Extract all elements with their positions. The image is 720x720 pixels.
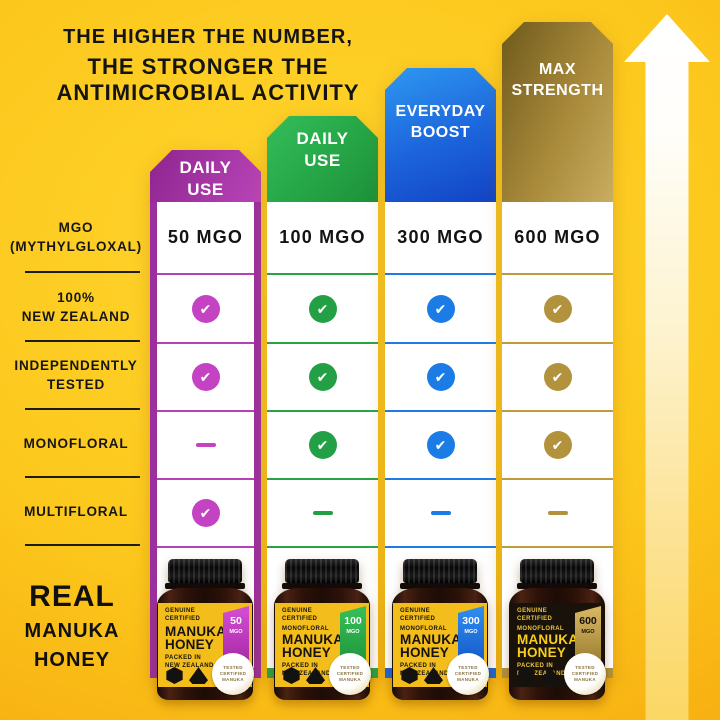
check-icon: [191, 363, 220, 391]
product-bottle-300mgo: GENUINE CERTIFIED MONOFLORAL MANUKA HONEY …: [390, 555, 490, 707]
hexagon-logo-icon: [401, 667, 418, 684]
bottle-jar: GENUINE CERTIFIED MONOFLORAL MANUKA HONEY …: [392, 588, 489, 700]
bottle-label: GENUINE CERTIFIED MONOFLORAL MANUKA HONEY …: [393, 603, 489, 695]
column-header: DAILY USE: [150, 150, 261, 202]
dash-icon: [312, 511, 333, 515]
bottle-cap: [168, 559, 242, 583]
feature-cell: [502, 410, 613, 478]
fern-logo-icon: [424, 667, 443, 684]
mgo-value: 50 MGO: [167, 227, 244, 247]
divider: [25, 544, 140, 546]
headline-line-1: THE HIGHER THE NUMBER,: [63, 26, 353, 48]
bottle-cap-lip: [165, 583, 245, 589]
check-icon: [191, 499, 220, 527]
feature-cell: [502, 342, 613, 410]
bottle-jar: GENUINE CERTIFIED MANUKA HONEY PACKED IN NE…: [157, 588, 254, 700]
check-icon: [426, 363, 455, 391]
up-arrow-icon: [624, 14, 710, 720]
certified-seal: TESTED CERTIFIED MANUKA: [212, 653, 254, 695]
product-bottle-100mgo: GENUINE CERTIFIED MONOFLORAL MANUKA HONEY …: [272, 555, 372, 707]
bottle-slot: [502, 546, 613, 668]
check-icon: [543, 363, 572, 391]
headline-line-2: THE STRONGER THE: [87, 54, 329, 79]
feature-cell: [502, 478, 613, 546]
feature-cell: [385, 410, 496, 478]
hexagon-logo-icon: [166, 667, 183, 684]
feature-cell: [385, 478, 496, 546]
bottle-label: GENUINE CERTIFIED MONOFLORAL MANUKA HONEY …: [275, 603, 371, 695]
brand-logos: [282, 667, 325, 684]
brand-logos: [517, 667, 560, 684]
row-label-mgo: MGO (MYTHYLGLOXAL): [8, 202, 144, 273]
check-icon: [308, 431, 337, 459]
mgo-value: 300 MGO: [397, 227, 484, 247]
brand-logos: [165, 667, 208, 684]
check-icon: [426, 431, 455, 459]
check-icon: [191, 294, 220, 323]
bottle-cap: [403, 559, 477, 583]
product-bottle-50mgo: GENUINE CERTIFIED MANUKA HONEY PACKED IN NE…: [155, 555, 255, 707]
mgo-value: 600 MGO: [514, 227, 601, 247]
hexagon-logo-icon: [518, 667, 535, 684]
divider: [25, 271, 140, 273]
feature-cell: [385, 342, 496, 410]
row-label-new-zealand: 100% NEW ZEALAND: [8, 273, 144, 342]
mgo-value: 100 MGO: [279, 227, 366, 247]
bottle-cap-lip: [400, 583, 480, 589]
row-label-column: MGO (MYTHYLGLOXAL) 100% NEW ZEALAND INDEPE…: [8, 202, 144, 546]
dash-icon: [430, 511, 451, 515]
column-header: DAILY USE: [267, 116, 378, 202]
product-bottle-600mgo: GENUINE CERTIFIED MONOFLORAL MANUKA HONEY …: [507, 555, 607, 707]
feature-cell: [157, 410, 254, 478]
feature-cell: [267, 478, 378, 546]
feature-cell: [267, 342, 378, 410]
bottle-cap: [285, 559, 359, 583]
feature-cell: [502, 273, 613, 342]
headline-line-3: ANTIMICROBIAL ACTIVITY: [56, 79, 360, 105]
fern-logo-icon: [541, 667, 560, 684]
certified-seal: TESTED CERTIFIED MANUKA: [447, 653, 489, 695]
bottle-jar: GENUINE CERTIFIED MONOFLORAL MANUKA HONEY …: [274, 588, 371, 700]
fern-logo-icon: [306, 667, 325, 684]
check-icon: [543, 294, 572, 323]
check-icon: [543, 431, 572, 459]
column-header: MAX STRENGTH: [502, 22, 613, 202]
feature-cell: [157, 342, 254, 410]
feature-cell: [157, 273, 254, 342]
brand-logos: [400, 667, 443, 684]
feature-cell: [385, 273, 496, 342]
check-icon: [308, 363, 337, 391]
feature-cell: [267, 410, 378, 478]
certified-seal: TESTED CERTIFIED MANUKA: [329, 653, 371, 695]
bottle-cap-lip: [282, 583, 362, 589]
divider: [25, 408, 140, 410]
brand-tagline: REAL MANUKA HONEY: [24, 580, 120, 671]
column-header: EVERYDAY BOOST: [385, 68, 496, 202]
divider: [25, 340, 140, 342]
bottle-slot: [157, 546, 254, 668]
fern-logo-icon: [189, 667, 208, 684]
row-label-multifloral: MULTIFLORAL: [8, 478, 144, 546]
check-icon: [308, 294, 337, 323]
bottle-jar: GENUINE CERTIFIED MONOFLORAL MANUKA HONEY …: [509, 588, 606, 700]
feature-cell: [157, 478, 254, 546]
row-label-monofloral: MONOFLORAL: [8, 410, 144, 478]
bottle-slot: [385, 546, 496, 668]
row-label-independently-tested: INDEPENDENTLY TESTED: [8, 342, 144, 410]
bottle-label: GENUINE CERTIFIED MANUKA HONEY PACKED IN NE…: [158, 603, 254, 695]
certified-seal: TESTED CERTIFIED MANUKA: [564, 653, 606, 695]
headline: THE HIGHER THE NUMBER, THE STRONGER THE …: [16, 26, 400, 106]
dash-icon: [195, 443, 216, 447]
bottle-cap: [520, 559, 594, 583]
hexagon-logo-icon: [283, 667, 300, 684]
bottle-cap-lip: [517, 583, 597, 589]
bottle-label: GENUINE CERTIFIED MONOFLORAL MANUKA HONEY …: [510, 603, 606, 695]
feature-cell: [267, 273, 378, 342]
check-icon: [426, 294, 455, 323]
dash-icon: [547, 511, 568, 515]
bottle-slot: [267, 546, 378, 668]
divider: [25, 476, 140, 478]
